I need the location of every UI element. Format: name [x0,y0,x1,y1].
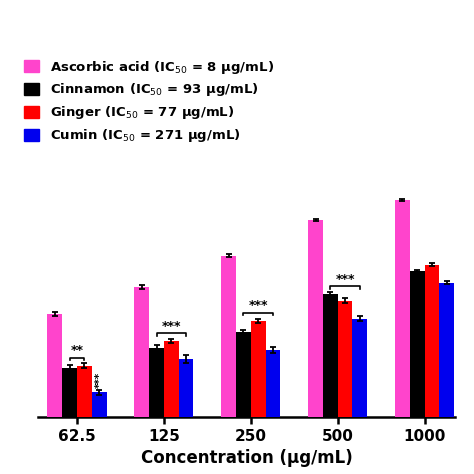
Bar [410,272,425,417]
Bar [425,265,439,417]
Bar [221,256,236,417]
Text: ***: *** [336,273,355,286]
Bar [135,287,149,417]
Bar [62,368,77,417]
Bar [251,321,265,417]
Bar [179,359,193,417]
Text: ***: *** [248,299,268,312]
Bar [149,347,164,417]
Bar [308,220,323,417]
Bar [92,392,107,417]
Bar [236,332,251,417]
Text: ***: *** [162,319,181,333]
Legend: Ascorbic acid (IC$_{50}$ = 8 μg/mL), Cinnamon (IC$_{50}$ = 93 μg/mL), Ginger (IC: Ascorbic acid (IC$_{50}$ = 8 μg/mL), Cin… [24,58,274,144]
Bar [337,301,353,417]
Bar [77,365,92,417]
Bar [265,350,280,417]
Bar [439,283,454,417]
Text: ***: *** [95,372,105,388]
X-axis label: Concentration (μg/mL): Concentration (μg/mL) [141,449,352,467]
Bar [164,341,179,417]
Bar [395,200,410,417]
Bar [323,294,337,417]
Bar [47,314,62,417]
Text: **: ** [71,344,83,357]
Bar [353,319,367,417]
